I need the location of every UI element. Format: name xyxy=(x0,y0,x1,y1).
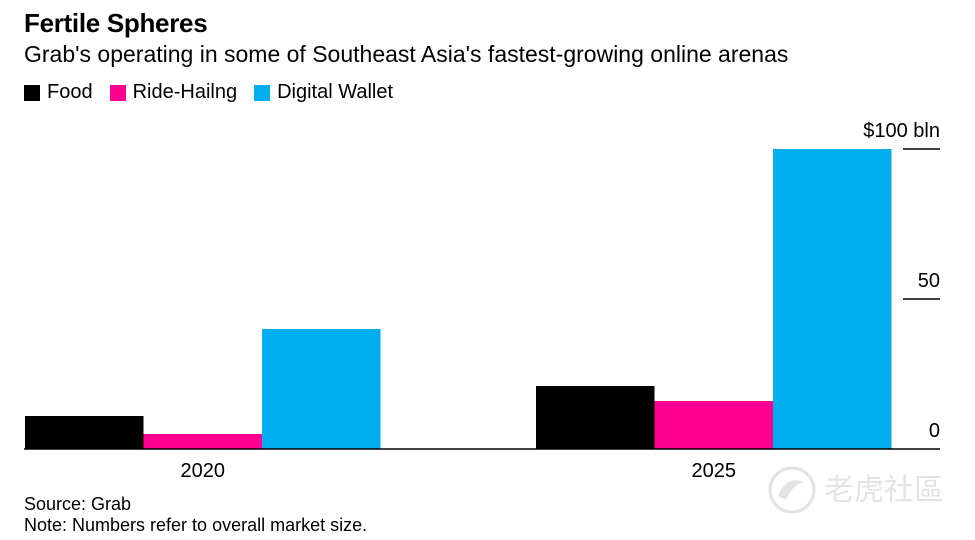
x-tick-label-2025: 2025 xyxy=(692,460,737,482)
chart-subtitle: Grab's operating in some of Southeast As… xyxy=(24,41,789,67)
legend-item-food: Food xyxy=(24,81,93,104)
chart-title: Fertile Spheres xyxy=(24,8,208,38)
source-note: Source: Grab xyxy=(24,494,132,514)
legend: Food Ride-Hailng Digital Wallet xyxy=(24,81,410,104)
bar-food-2020 xyxy=(25,416,144,449)
y-tick-label-100-bln: $100 bln xyxy=(863,120,940,142)
bar-ride-hailng-2020 xyxy=(143,434,262,449)
bar-digital-wallet-2025 xyxy=(773,149,892,449)
legend-swatch-digital-wallet xyxy=(254,84,271,101)
legend-item-ride-hailing: Ride-Hailng xyxy=(109,81,238,104)
bar-ride-hailng-2025 xyxy=(654,401,773,449)
legend-label-food: Food xyxy=(47,81,93,103)
legend-label-ride-hailing: Ride-Hailng xyxy=(132,81,238,103)
watermark-text: 老虎社區 xyxy=(824,473,944,508)
legend-item-digital-wallet: Digital Wallet xyxy=(254,81,393,104)
bar-food-2025 xyxy=(536,386,655,449)
y-tick-label-0: 0 xyxy=(929,420,940,442)
legend-swatch-ride-hailing xyxy=(109,84,126,101)
legend-swatch-food xyxy=(24,84,40,101)
x-tick-label-2020: 2020 xyxy=(181,460,226,482)
watermark-logo: 老虎社區 xyxy=(768,466,944,514)
y-tick-label-50: 50 xyxy=(918,270,940,292)
bar-digital-wallet-2020 xyxy=(262,329,381,449)
legend-label-digital-wallet: Digital Wallet xyxy=(277,81,394,103)
footnote: Note: Numbers refer to overall market si… xyxy=(24,515,368,535)
